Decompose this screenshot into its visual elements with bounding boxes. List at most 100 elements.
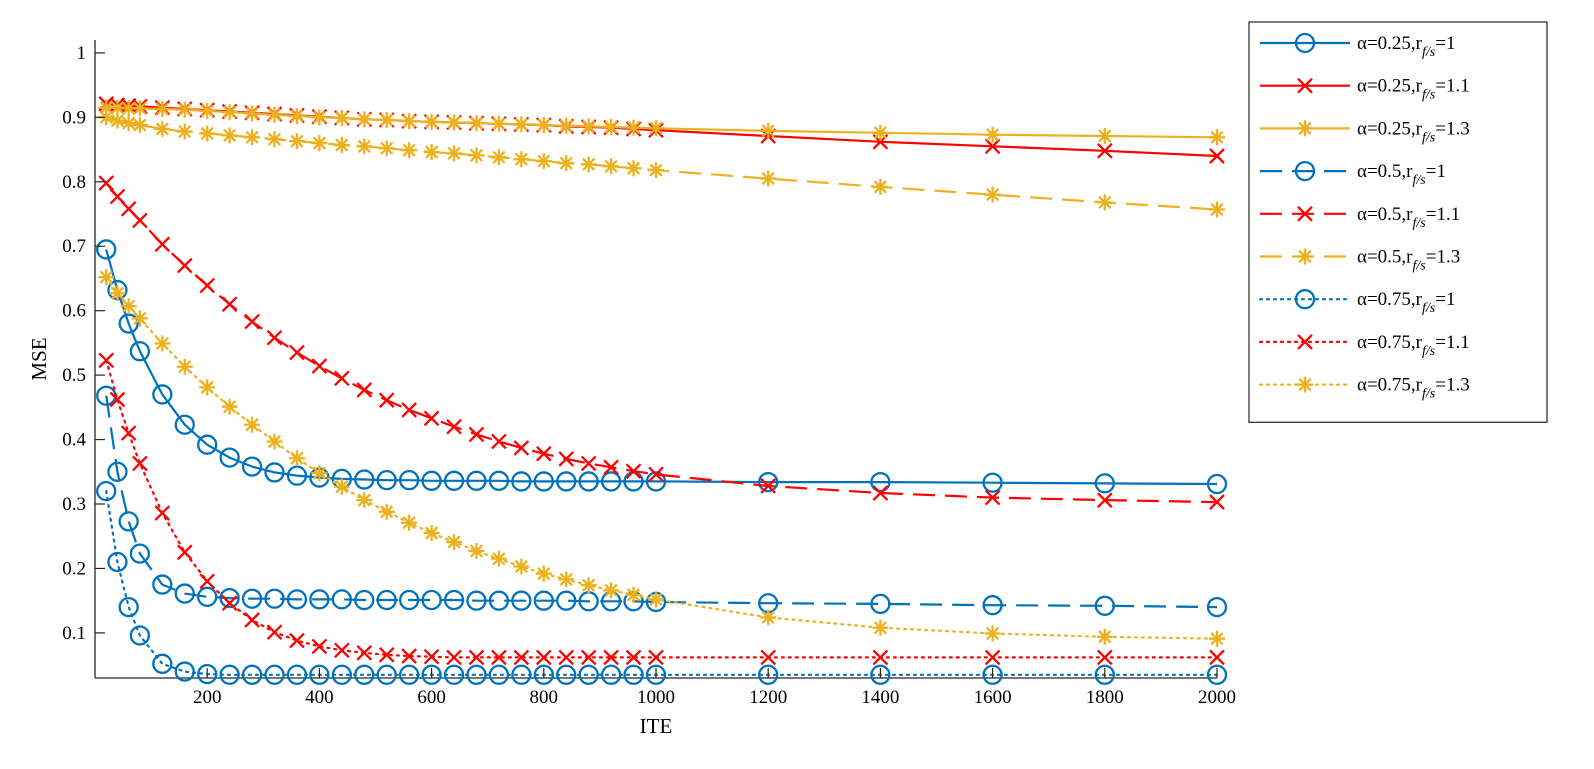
- data-point: [176, 101, 193, 118]
- data-point: [129, 543, 151, 564]
- data-point: [466, 664, 487, 685]
- y-axis-label: MSE: [27, 337, 51, 380]
- data-point: [535, 153, 552, 170]
- data-point: [558, 649, 575, 666]
- data-point: [129, 341, 151, 362]
- data-point: [648, 649, 664, 666]
- data-point: [266, 624, 283, 641]
- data-point: [286, 589, 308, 610]
- data-point: [244, 313, 260, 330]
- y-tick-label: 0.4: [62, 430, 86, 451]
- data-point: [625, 463, 642, 479]
- series-line: [105, 182, 1218, 504]
- data-point: [645, 471, 667, 492]
- data-point: [556, 590, 577, 611]
- data-point: [533, 471, 554, 492]
- data-point: [446, 418, 462, 435]
- data-point: [241, 456, 263, 477]
- data-point: [334, 370, 350, 387]
- y-tick-label: 0.9: [62, 107, 86, 128]
- data-point: [511, 590, 532, 611]
- data-point: [288, 108, 305, 125]
- data-point: [199, 125, 216, 142]
- data-point: [356, 138, 373, 155]
- legend-item: α=0.25,rf/s=1: [1260, 32, 1455, 60]
- data-point: [176, 358, 193, 375]
- data-point: [152, 384, 173, 405]
- legend-label: α=0.75,rf/s=1.3: [1357, 375, 1470, 402]
- data-point: [1209, 148, 1225, 164]
- data-point: [513, 151, 530, 168]
- data-point: [264, 462, 285, 483]
- data-point: [118, 596, 139, 618]
- data-point: [625, 160, 642, 177]
- legend-item: α=0.5,rf/s=1.3: [1260, 247, 1460, 274]
- data-point: [872, 124, 889, 141]
- data-point: [533, 664, 554, 685]
- legend-label: α=0.5,rf/s=1.3: [1357, 247, 1460, 274]
- data-point: [197, 663, 218, 685]
- data-point: [580, 118, 597, 135]
- data-point: [356, 492, 373, 509]
- data-point: [378, 392, 395, 409]
- data-point: [535, 649, 552, 666]
- data-point: [131, 100, 148, 117]
- series-line: [105, 359, 1219, 659]
- data-point: [513, 558, 530, 575]
- x-tick-label: 800: [530, 687, 559, 708]
- data-point: [1096, 194, 1113, 211]
- data-point: [580, 577, 597, 594]
- data-point: [511, 664, 532, 685]
- data-point: [600, 664, 622, 685]
- data-point: [107, 551, 128, 573]
- data-point: [421, 589, 442, 611]
- x-tick-label: 400: [305, 687, 334, 708]
- series-9: [98, 269, 1225, 647]
- data-point: [648, 466, 664, 483]
- data-point: [176, 544, 193, 561]
- legend-marker: [1294, 160, 1316, 182]
- data-point: [354, 469, 375, 490]
- series-4: [96, 385, 1228, 618]
- data-point: [603, 582, 620, 599]
- data-point: [154, 236, 171, 253]
- data-point: [356, 645, 373, 661]
- data-point: [109, 188, 126, 205]
- legend-item: α=0.5,rf/s=1: [1260, 160, 1446, 188]
- legend-item: α=0.75,rf/s=1.1: [1258, 332, 1470, 359]
- data-point: [266, 433, 283, 450]
- series-2: [98, 95, 1225, 164]
- x-tick-label: 2000: [1198, 687, 1236, 708]
- series-5: [98, 175, 1225, 510]
- data-point: [154, 100, 171, 117]
- data-point: [286, 664, 308, 685]
- data-point: [221, 595, 238, 612]
- y-axis: 0.1 0.2 0.3 0.4 0.5 0.6 0.7 0.8 0.9 1: [62, 43, 105, 644]
- data-point: [244, 612, 260, 628]
- series-line: [105, 395, 1218, 609]
- data-point: [423, 410, 440, 427]
- data-point: [174, 661, 195, 682]
- x-tick-label: 1200: [749, 687, 787, 708]
- data-point: [376, 664, 397, 685]
- data-point: [98, 99, 115, 116]
- data-point: [401, 113, 418, 130]
- data-point: [219, 587, 240, 609]
- data-point: [376, 470, 397, 491]
- data-point: [221, 127, 238, 144]
- data-point: [118, 511, 139, 532]
- data-point: [120, 115, 137, 132]
- data-point: [131, 310, 148, 327]
- data-point: [446, 649, 462, 666]
- data-point: [600, 471, 622, 492]
- data-point: [1206, 473, 1228, 495]
- data-point: [580, 455, 597, 472]
- data-point: [311, 465, 328, 482]
- data-point: [219, 447, 240, 468]
- x-tick-label: 1400: [861, 687, 899, 708]
- data-point: [264, 588, 285, 609]
- data-point: [107, 461, 128, 482]
- data-point: [423, 648, 440, 665]
- data-point: [1209, 649, 1225, 666]
- legend-item: α=0.25,rf/s=1.3: [1260, 118, 1470, 145]
